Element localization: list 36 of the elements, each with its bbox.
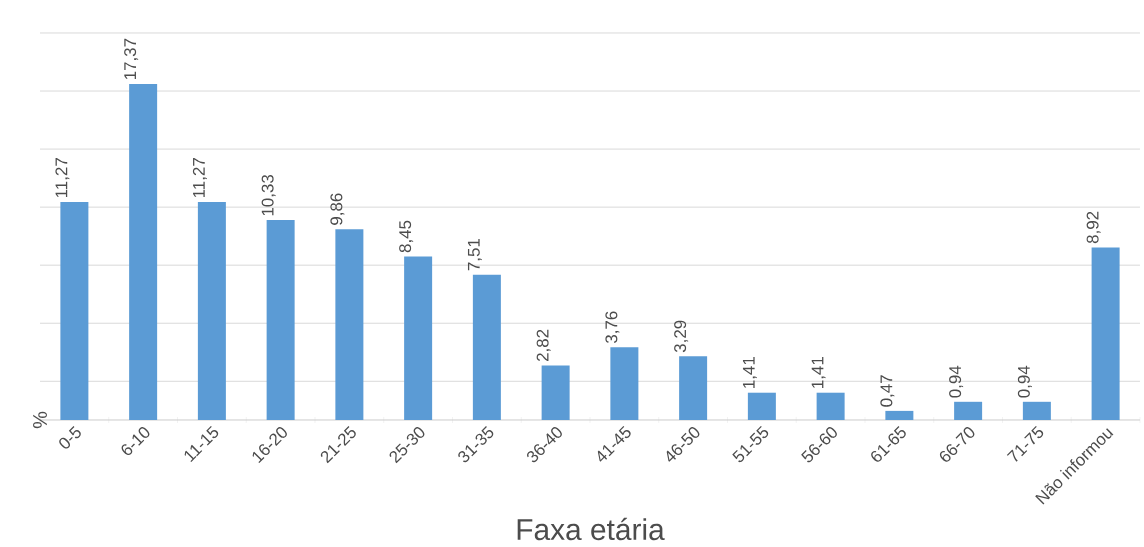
bar <box>1022 401 1051 420</box>
bar <box>816 392 845 420</box>
data-label: 9,86 <box>330 193 345 225</box>
y-axis-title: % <box>33 411 47 429</box>
data-label: 1,41 <box>811 357 826 388</box>
bar <box>541 365 570 420</box>
data-label: 0,94 <box>1017 365 1032 398</box>
bar <box>129 83 158 420</box>
data-label: 17,37 <box>124 38 139 80</box>
data-label: 1,41 <box>742 357 757 388</box>
bar <box>747 392 776 420</box>
data-label: 11,27 <box>192 158 207 198</box>
bar <box>404 256 433 420</box>
bar <box>60 201 89 420</box>
data-label: 0,94 <box>949 365 964 398</box>
bar <box>266 220 295 420</box>
data-label: 11,27 <box>55 158 70 198</box>
x-tick-label: 6-10 <box>121 427 150 456</box>
bar <box>1091 247 1120 420</box>
bar <box>610 347 639 420</box>
data-label: 10,33 <box>261 174 276 216</box>
bar <box>679 356 708 420</box>
bar <box>197 201 226 420</box>
data-label: 3,76 <box>605 311 620 344</box>
bar <box>954 401 983 420</box>
x-tick-label: 0-5 <box>59 426 81 449</box>
x-axis-title: Faxa etária <box>517 517 665 541</box>
data-label: 8,92 <box>1086 211 1101 244</box>
bar <box>472 274 501 420</box>
data-label: 0,47 <box>880 375 895 407</box>
data-label: 2,82 <box>536 329 551 362</box>
bar <box>885 410 914 420</box>
data-label: 7,51 <box>467 239 482 271</box>
data-label: 8,45 <box>399 220 414 253</box>
data-label: 3,29 <box>674 320 689 353</box>
bar <box>335 229 364 420</box>
